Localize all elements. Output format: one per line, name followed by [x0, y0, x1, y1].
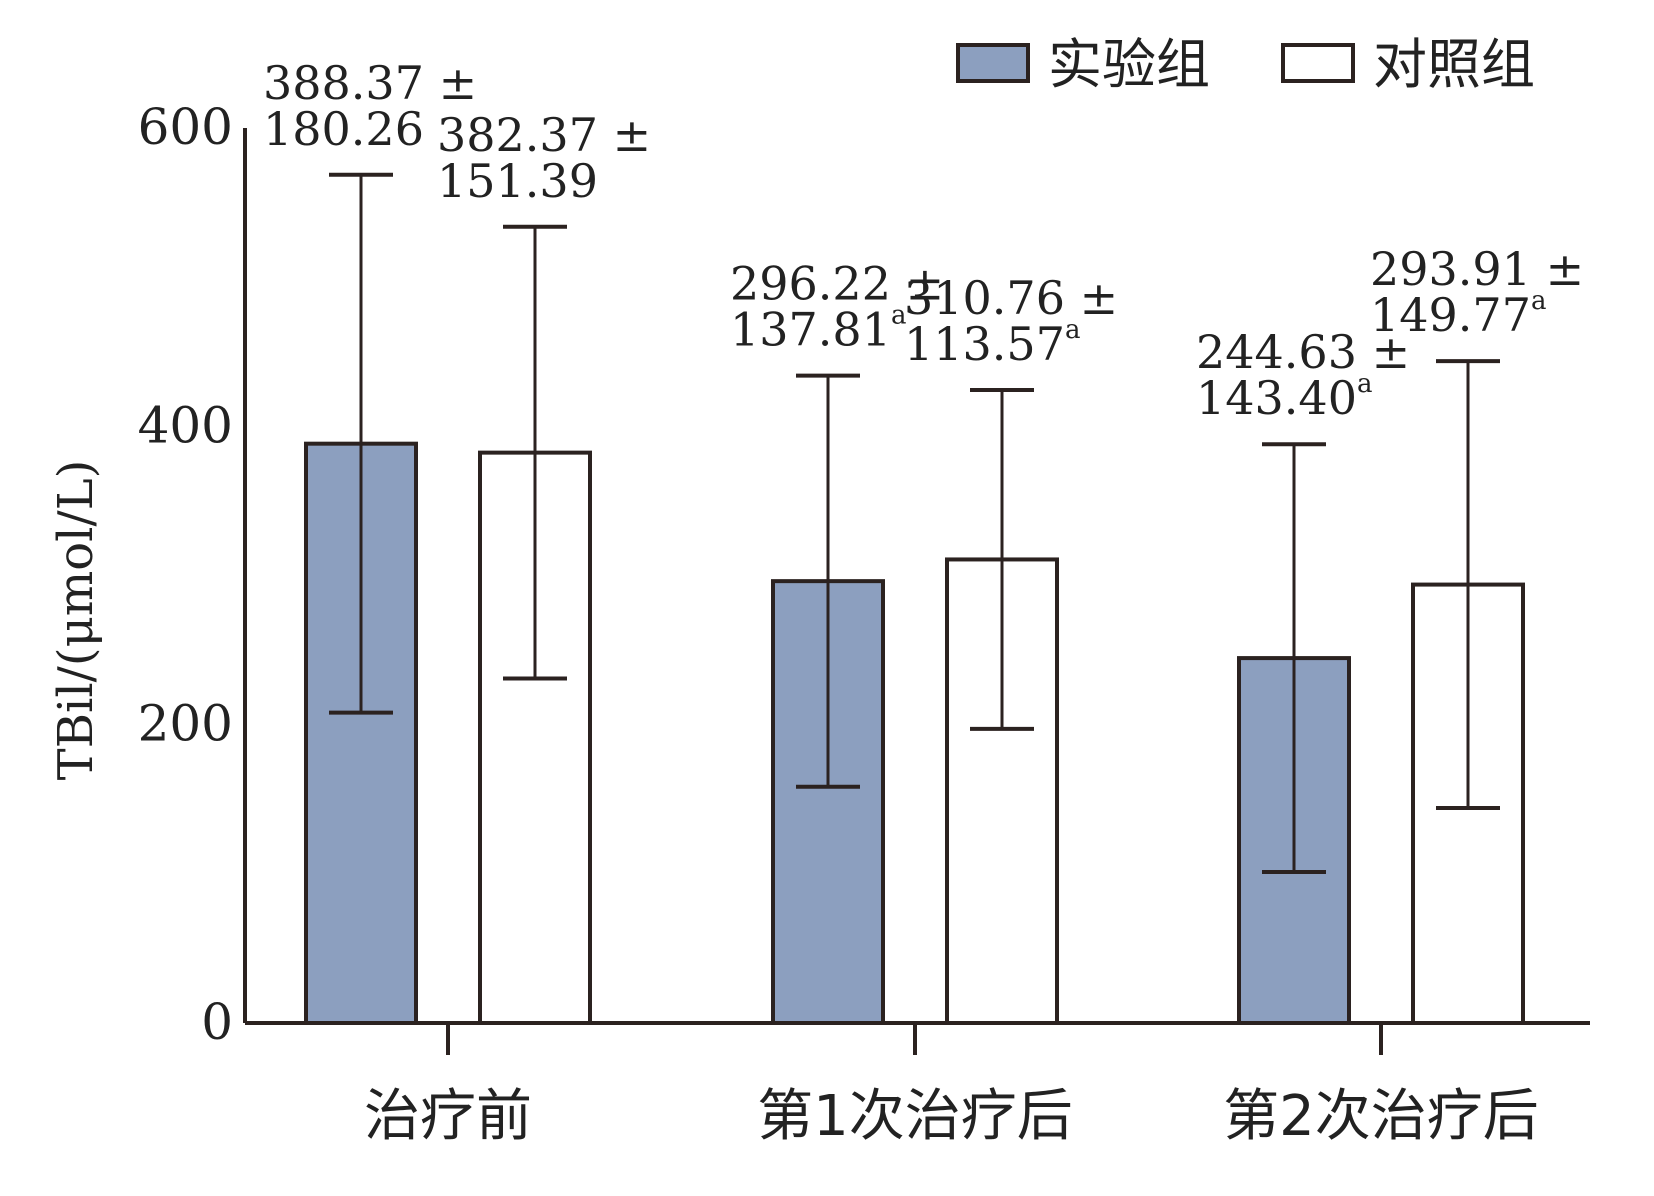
data-label-line1-0-2: 244.63 ±	[1196, 325, 1410, 379]
legend-swatch-1	[1281, 43, 1355, 83]
y-tick-label-3: 600	[138, 98, 233, 156]
data-label-line1-1-2: 293.91 ±	[1370, 242, 1584, 296]
data-label-line1-0-0: 388.37 ±	[263, 56, 477, 110]
data-label-line1-0-1: 296.22 ±	[730, 257, 944, 311]
y-axis-label: TBil/(μmol/L)	[48, 460, 104, 781]
data-label-line2-1-0: 151.39	[437, 154, 598, 208]
legend-swatch-0	[956, 43, 1030, 83]
data-label-line2-0-1: 137.81a	[730, 301, 906, 357]
data-label-superscript: a	[891, 301, 907, 331]
category-label-1: 第1次治疗后	[757, 1084, 1073, 1149]
data-label-line1-1-0: 382.37 ±	[437, 108, 651, 162]
y-tick-label-2: 400	[138, 396, 233, 454]
category-label-0: 治疗前	[364, 1084, 532, 1149]
y-tick-label-0: 0	[201, 993, 233, 1051]
data-label-line2-0-2: 143.40a	[1196, 369, 1372, 425]
y-tick-label-1: 200	[138, 695, 233, 753]
data-label-superscript: a	[1531, 286, 1547, 316]
data-label-line2-1-1: 113.57a	[904, 315, 1080, 371]
data-label-line2-0-0: 180.26	[263, 102, 424, 156]
legend-label-1: 对照组	[1373, 33, 1535, 96]
data-label-superscript: a	[1065, 315, 1081, 345]
data-label-line1-1-1: 310.76 ±	[904, 271, 1118, 325]
data-label-line2-1-2: 149.77a	[1370, 286, 1546, 342]
category-label-2: 第2次治疗后	[1223, 1084, 1539, 1149]
data-label-superscript: a	[1357, 369, 1373, 399]
legend-label-0: 实验组	[1048, 33, 1210, 96]
